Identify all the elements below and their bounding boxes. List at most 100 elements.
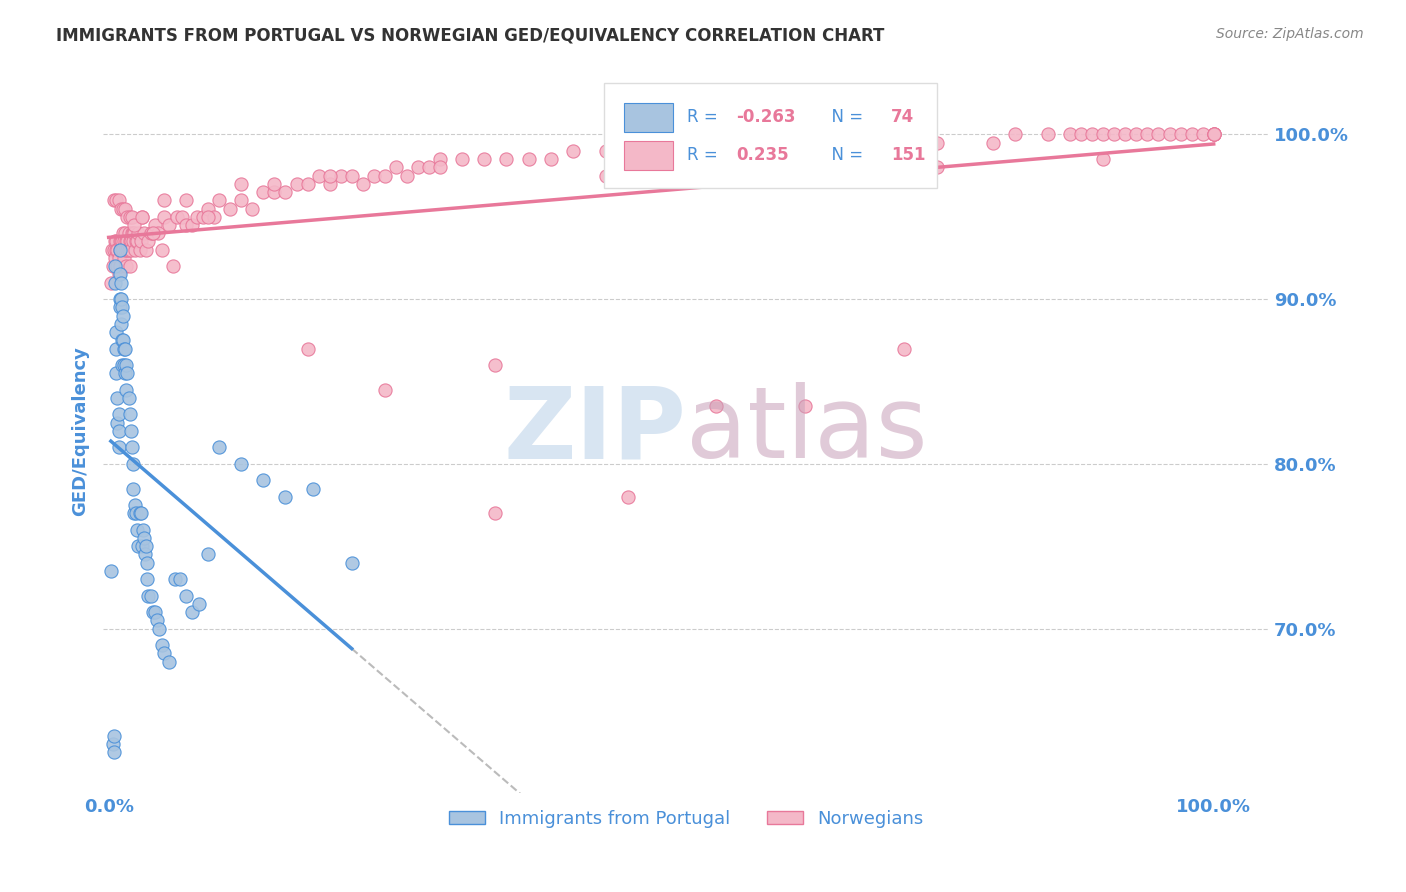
Point bbox=[114, 342, 136, 356]
Point bbox=[285, 177, 308, 191]
Point bbox=[374, 383, 396, 397]
Point bbox=[121, 441, 143, 455]
Point bbox=[163, 572, 186, 586]
Point bbox=[112, 251, 135, 265]
Point bbox=[143, 218, 166, 232]
Point bbox=[561, 144, 583, 158]
Point bbox=[104, 259, 127, 273]
Point bbox=[127, 235, 149, 249]
Point bbox=[104, 251, 127, 265]
Point bbox=[107, 259, 129, 273]
Point bbox=[153, 646, 176, 660]
Point bbox=[124, 243, 146, 257]
Point bbox=[105, 194, 128, 208]
Point bbox=[197, 210, 219, 224]
Point bbox=[117, 366, 139, 380]
Point bbox=[1036, 128, 1059, 142]
Point bbox=[870, 136, 893, 150]
Point bbox=[103, 745, 125, 759]
Point bbox=[100, 276, 122, 290]
Point bbox=[105, 366, 128, 380]
Point bbox=[297, 342, 319, 356]
Point bbox=[162, 259, 184, 273]
Point bbox=[927, 161, 949, 175]
Point bbox=[617, 490, 640, 504]
Point bbox=[132, 531, 155, 545]
Point bbox=[136, 572, 159, 586]
Point bbox=[122, 235, 145, 249]
Legend: Immigrants from Portugal, Norwegians: Immigrants from Portugal, Norwegians bbox=[441, 803, 931, 835]
Point bbox=[1092, 128, 1115, 142]
Point bbox=[197, 548, 219, 562]
Point bbox=[186, 210, 208, 224]
Text: Source: ZipAtlas.com: Source: ZipAtlas.com bbox=[1216, 27, 1364, 41]
Point bbox=[628, 144, 651, 158]
Point bbox=[125, 506, 148, 520]
Point bbox=[793, 399, 815, 413]
Point bbox=[105, 235, 128, 249]
Point bbox=[128, 506, 150, 520]
Point bbox=[132, 226, 155, 240]
Point bbox=[352, 177, 374, 191]
Point bbox=[595, 144, 617, 158]
Point bbox=[180, 218, 202, 232]
Point bbox=[495, 152, 517, 166]
Point bbox=[1102, 128, 1125, 142]
Point bbox=[107, 408, 129, 422]
Point bbox=[231, 194, 253, 208]
Point bbox=[761, 169, 783, 183]
Point bbox=[148, 622, 170, 636]
Point bbox=[169, 572, 191, 586]
Point bbox=[111, 235, 134, 249]
Point bbox=[124, 498, 146, 512]
Point bbox=[108, 243, 131, 257]
Point bbox=[927, 136, 949, 150]
Point bbox=[131, 210, 153, 224]
Point bbox=[159, 218, 181, 232]
Point bbox=[174, 194, 197, 208]
Point bbox=[112, 235, 135, 249]
Point bbox=[815, 136, 838, 150]
Text: R =: R = bbox=[688, 108, 723, 126]
Point bbox=[1004, 128, 1026, 142]
Point bbox=[118, 210, 141, 224]
Point bbox=[107, 194, 129, 208]
Point bbox=[540, 152, 562, 166]
Y-axis label: GED/Equivalency: GED/Equivalency bbox=[72, 346, 89, 516]
Point bbox=[131, 539, 153, 553]
Point bbox=[1202, 128, 1225, 142]
Point bbox=[110, 317, 132, 331]
Point bbox=[308, 169, 330, 183]
Text: IMMIGRANTS FROM PORTUGAL VS NORWEGIAN GED/EQUIVALENCY CORRELATION CHART: IMMIGRANTS FROM PORTUGAL VS NORWEGIAN GE… bbox=[56, 27, 884, 45]
Point bbox=[111, 301, 134, 315]
Point bbox=[115, 383, 138, 397]
Point bbox=[111, 358, 134, 372]
Point bbox=[132, 523, 155, 537]
Point bbox=[1092, 152, 1115, 166]
Point bbox=[429, 161, 451, 175]
Point bbox=[706, 136, 728, 150]
Point bbox=[148, 226, 170, 240]
Point bbox=[406, 161, 429, 175]
Point bbox=[302, 482, 325, 496]
FancyBboxPatch shape bbox=[605, 83, 936, 188]
Point bbox=[208, 194, 231, 208]
Point bbox=[110, 243, 132, 257]
Point bbox=[117, 243, 139, 257]
Point bbox=[127, 523, 149, 537]
Point bbox=[108, 235, 131, 249]
Point bbox=[111, 334, 134, 348]
Point bbox=[318, 177, 340, 191]
Point bbox=[706, 399, 728, 413]
Point bbox=[274, 185, 297, 199]
Point bbox=[128, 243, 150, 257]
Text: ZIP: ZIP bbox=[503, 383, 686, 479]
Point bbox=[981, 136, 1004, 150]
Point bbox=[340, 556, 363, 570]
Point bbox=[263, 177, 285, 191]
Point bbox=[117, 391, 139, 405]
Point bbox=[166, 210, 188, 224]
Point bbox=[150, 243, 173, 257]
Point bbox=[418, 161, 440, 175]
Point bbox=[142, 605, 165, 619]
